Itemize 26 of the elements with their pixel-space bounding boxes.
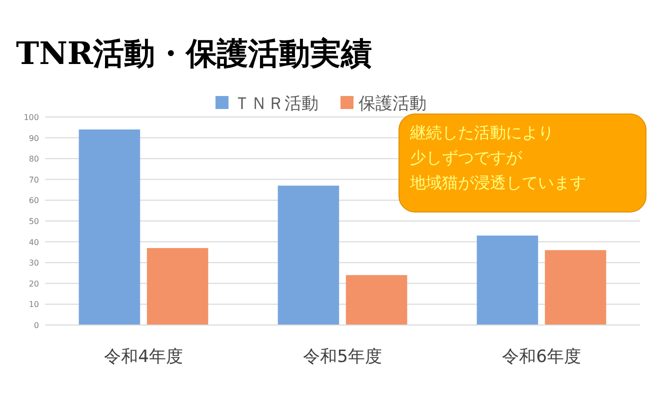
annotation: 継続した活動により xyxy=(409,123,554,142)
y-tick-label: 10 xyxy=(28,300,39,310)
y-tick-label: 80 xyxy=(28,154,39,164)
chart-title: TNR活動・保護活動実績 xyxy=(16,36,372,72)
x-tick-label: 令和6年度 xyxy=(502,347,581,367)
legend-label: ＴＮＲ活動 xyxy=(234,94,318,114)
y-tick-label: 40 xyxy=(28,238,39,247)
y-tick-label: 100 xyxy=(24,113,39,122)
y-tick-label: 60 xyxy=(28,196,39,206)
bar xyxy=(78,129,140,325)
bar xyxy=(476,236,538,325)
y-tick-label: 20 xyxy=(28,279,39,288)
annotation: 少しずつですが xyxy=(410,148,523,167)
bar xyxy=(544,250,606,325)
y-tick-label: 70 xyxy=(28,175,39,184)
x-tick-label: 令和4年度 xyxy=(104,347,183,367)
y-tick-label: 0 xyxy=(34,321,39,330)
bar xyxy=(278,186,340,325)
bar xyxy=(146,248,208,325)
annotation: 地域猫が浸透しています xyxy=(409,173,586,192)
legend-label: 保護活動 xyxy=(358,94,426,114)
x-tick-label: 令和5年度 xyxy=(303,347,382,367)
y-tick-label: 50 xyxy=(28,217,39,226)
y-tick-label: 90 xyxy=(28,134,39,143)
y-tick-label: 30 xyxy=(28,258,39,268)
bar xyxy=(346,275,408,325)
